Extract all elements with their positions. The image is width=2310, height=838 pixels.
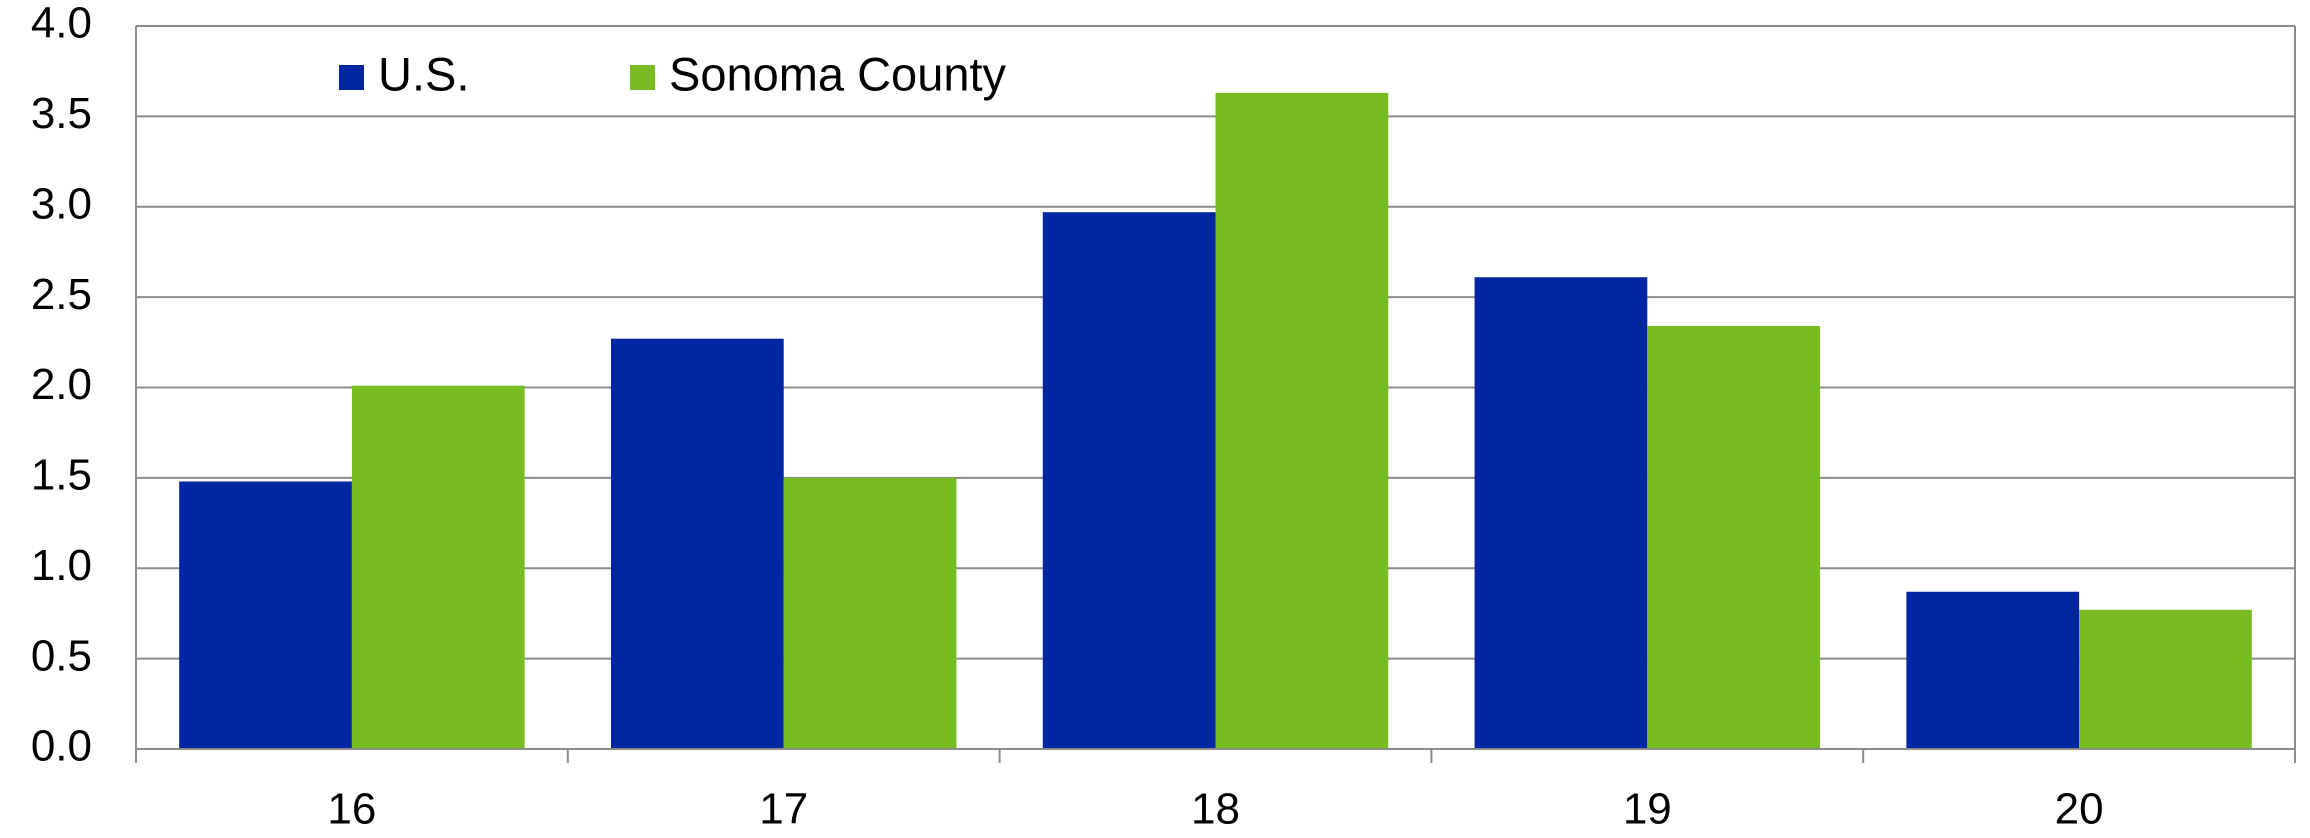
bar [1042,212,1216,750]
bar [351,385,525,749]
y-tick-label: 1.5 [31,451,92,500]
legend-swatch [630,65,655,90]
legend-swatch [339,65,364,90]
bar [610,338,784,749]
x-tick-label: 17 [759,785,808,834]
bar [1906,591,2080,749]
x-tick-label: 18 [1191,785,1240,834]
legend-label: Sonoma County [669,47,1007,100]
bar [1474,277,1648,749]
bar [2079,609,2252,749]
legend-label: U.S. [378,47,469,100]
bar [179,481,352,749]
x-tick-label: 20 [2055,785,2104,834]
bar [783,477,957,749]
y-tick-label: 2.5 [31,270,92,319]
y-tick-label: 0.5 [31,631,92,680]
y-tick-label: 2.0 [31,360,92,409]
y-tick-label: 1.0 [31,541,92,590]
y-tick-label: 3.5 [31,89,92,138]
bar [1647,326,1821,749]
y-tick-label: 3.0 [31,179,92,228]
x-tick-label: 16 [327,785,376,834]
y-tick-label: 0.0 [31,722,92,771]
y-tick-label: 4.0 [31,0,92,48]
bar [1215,92,1389,749]
x-tick-label: 19 [1623,785,1672,834]
